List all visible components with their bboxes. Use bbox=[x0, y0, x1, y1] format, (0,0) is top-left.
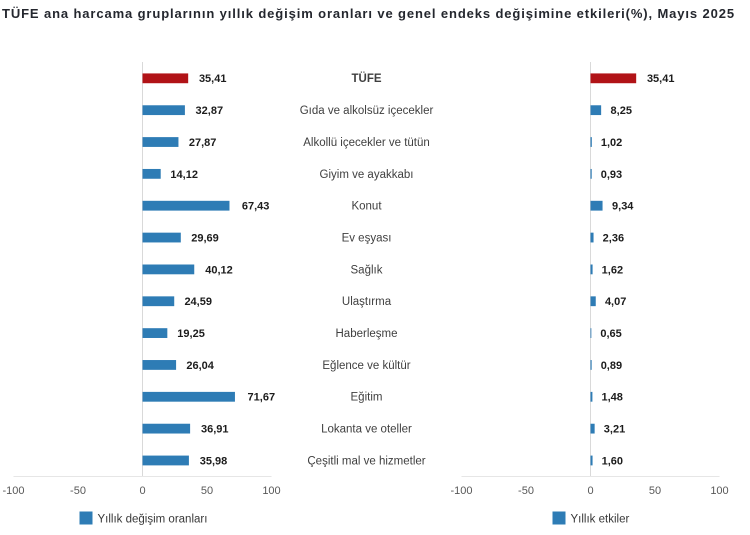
svg-text:Ev eşyası: Ev eşyası bbox=[342, 232, 392, 244]
svg-text:0: 0 bbox=[587, 485, 593, 497]
svg-text:Çeşitli mal ve hizmetler: Çeşitli mal ve hizmetler bbox=[307, 455, 425, 467]
svg-text:50: 50 bbox=[201, 485, 213, 497]
svg-text:-50: -50 bbox=[518, 485, 534, 497]
svg-text:Haberleşme: Haberleşme bbox=[336, 328, 398, 340]
svg-text:35,41: 35,41 bbox=[647, 73, 675, 85]
svg-text:Alkollü içecekler ve tütün: Alkollü içecekler ve tütün bbox=[303, 137, 430, 149]
svg-text:Giyim ve ayakkabı: Giyim ve ayakkabı bbox=[320, 169, 414, 181]
svg-text:36,91: 36,91 bbox=[201, 424, 229, 436]
svg-text:100: 100 bbox=[710, 485, 728, 497]
svg-text:27,87: 27,87 bbox=[189, 137, 217, 149]
svg-text:4,07: 4,07 bbox=[605, 296, 626, 308]
svg-text:1,02: 1,02 bbox=[601, 137, 622, 149]
svg-text:-100: -100 bbox=[450, 485, 472, 497]
svg-text:0: 0 bbox=[139, 485, 145, 497]
svg-text:Lokanta ve oteller: Lokanta ve oteller bbox=[321, 424, 412, 436]
svg-text:8,25: 8,25 bbox=[611, 105, 632, 117]
svg-text:14,12: 14,12 bbox=[170, 169, 198, 181]
svg-text:Gıda ve alkolsüz içecekler: Gıda ve alkolsüz içecekler bbox=[300, 105, 434, 117]
svg-text:71,67: 71,67 bbox=[248, 392, 276, 404]
svg-text:1,62: 1,62 bbox=[602, 264, 623, 276]
svg-text:67,43: 67,43 bbox=[242, 201, 270, 213]
svg-text:Eğitim: Eğitim bbox=[351, 392, 383, 404]
svg-text:1,48: 1,48 bbox=[601, 392, 622, 404]
svg-text:29,69: 29,69 bbox=[191, 232, 219, 244]
svg-text:Sağlık: Sağlık bbox=[351, 264, 383, 276]
svg-text:Yıllık etkiler: Yıllık etkiler bbox=[571, 513, 630, 525]
svg-text:2,36: 2,36 bbox=[603, 232, 624, 244]
svg-text:TÜFE ana harcama gruplarının y: TÜFE ana harcama gruplarının yıllık deği… bbox=[2, 6, 735, 21]
svg-text:9,34: 9,34 bbox=[612, 201, 634, 213]
svg-text:35,98: 35,98 bbox=[200, 455, 228, 467]
svg-text:Yıllık değişim oranları: Yıllık değişim oranları bbox=[98, 513, 208, 525]
svg-text:24,59: 24,59 bbox=[184, 296, 212, 308]
svg-text:26,04: 26,04 bbox=[186, 360, 214, 372]
svg-text:32,87: 32,87 bbox=[196, 105, 224, 117]
svg-text:Eğlence ve kültür: Eğlence ve kültür bbox=[322, 360, 410, 372]
svg-text:19,25: 19,25 bbox=[177, 328, 205, 340]
svg-text:-100: -100 bbox=[2, 485, 24, 497]
svg-text:-50: -50 bbox=[70, 485, 86, 497]
svg-text:35,41: 35,41 bbox=[199, 73, 227, 85]
svg-text:Ulaştırma: Ulaştırma bbox=[342, 296, 392, 308]
svg-text:40,12: 40,12 bbox=[205, 264, 233, 276]
svg-text:0,89: 0,89 bbox=[601, 360, 622, 372]
svg-text:Konut: Konut bbox=[351, 201, 382, 213]
svg-text:0,65: 0,65 bbox=[600, 328, 621, 340]
svg-text:1,60: 1,60 bbox=[602, 455, 623, 467]
svg-text:50: 50 bbox=[649, 485, 661, 497]
svg-text:3,21: 3,21 bbox=[604, 424, 625, 436]
svg-text:100: 100 bbox=[262, 485, 280, 497]
svg-text:TÜFE: TÜFE bbox=[351, 72, 381, 85]
svg-text:0,93: 0,93 bbox=[601, 169, 622, 181]
